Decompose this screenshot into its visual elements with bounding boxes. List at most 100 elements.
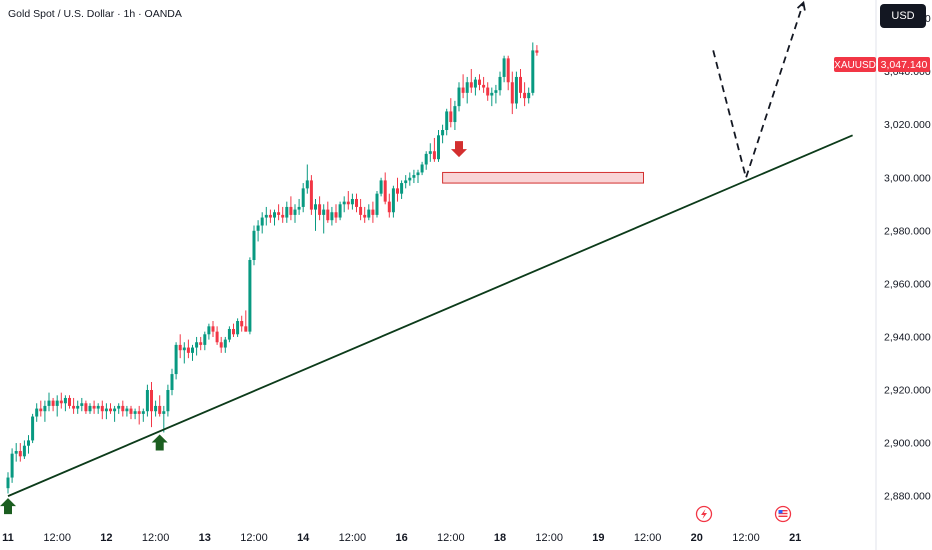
price-tag-symbol: XAUUSD: [834, 60, 876, 71]
candle: [27, 435, 30, 454]
candle: [195, 336, 199, 356]
candle: [494, 84, 498, 104]
candle: [232, 323, 235, 337]
candle: [158, 395, 162, 417]
candle: [72, 397, 76, 414]
price-tag-symbol-bg: [834, 57, 876, 72]
candle: [59, 392, 63, 409]
candle: [383, 172, 387, 205]
candle: [396, 177, 399, 202]
candle: [84, 400, 88, 414]
candle: [264, 206, 268, 226]
projection-arrowhead: [796, 0, 806, 11]
candle: [145, 384, 149, 417]
support-zone[interactable]: [442, 171, 644, 184]
candle: [330, 206, 334, 226]
candle: [297, 198, 301, 215]
candle: [170, 368, 174, 396]
candle: [178, 334, 182, 359]
time-axis-tick: 20: [691, 532, 703, 544]
candle: [10, 448, 14, 483]
candle: [498, 71, 502, 96]
candle: [416, 169, 420, 184]
candle: [334, 204, 338, 223]
currency-button[interactable]: USD: [880, 4, 926, 28]
candle: [424, 151, 428, 170]
candle: [39, 400, 43, 417]
candle: [281, 206, 285, 223]
time-axis-tick: 12:00: [339, 532, 367, 544]
candle: [248, 257, 252, 335]
time-axis[interactable]: 11 12:00 12 12:00 13 12:00 14 12:00 16 12:00 18 12:…: [2, 532, 801, 544]
candle: [191, 344, 194, 361]
candle: [531, 42, 535, 96]
candle: [207, 323, 211, 340]
candle: [129, 405, 133, 420]
candle: [453, 100, 457, 130]
candle: [338, 201, 342, 221]
candle: [523, 82, 527, 107]
candle: [473, 76, 477, 96]
candle: [469, 68, 473, 93]
us-flag-event-icon[interactable]: [774, 505, 792, 523]
candle: [63, 395, 67, 412]
candle: [80, 397, 84, 412]
candle: [355, 193, 358, 213]
candle: [137, 405, 141, 425]
candle: [51, 397, 55, 412]
drawings-layer: [0, 0, 853, 515]
candle: [404, 175, 408, 189]
candle: [174, 342, 178, 380]
price-axis-tick: 2,920.000: [884, 385, 931, 397]
candle: [441, 124, 445, 144]
candle: [514, 71, 518, 109]
time-axis-tick: 14: [297, 532, 310, 544]
candle: [47, 392, 51, 412]
candle: [412, 169, 416, 184]
time-axis-tick: 21: [789, 532, 801, 544]
time-axis-tick: 16: [395, 532, 407, 544]
candle: [92, 400, 96, 414]
price-axis-tick: 2,980.000: [884, 225, 931, 237]
candle: [527, 87, 531, 104]
candle: [391, 185, 395, 218]
candle: [240, 315, 244, 332]
chart-title: Gold Spot / U.S. Dollar · 1h · OANDA: [8, 8, 182, 20]
candle: [309, 175, 313, 215]
candle: [166, 384, 170, 417]
candle: [314, 198, 317, 231]
candle: [293, 204, 297, 223]
flash-event-icon[interactable]: [695, 505, 713, 523]
candle: [363, 206, 367, 223]
candle: [260, 212, 264, 234]
candle: [273, 209, 276, 226]
trendline[interactable]: [7, 134, 853, 497]
candle: [408, 172, 412, 186]
candle: [244, 310, 248, 332]
candle: [350, 193, 354, 210]
candle: [371, 201, 375, 223]
candle: [182, 342, 186, 364]
candle: [14, 443, 18, 462]
price-axis[interactable]: 3,060.0003,040.0003,020.0003,000.0002,98…: [884, 13, 931, 503]
candle: [154, 400, 158, 417]
candle: [506, 55, 510, 91]
price-axis-tick: 3,020.000: [884, 119, 931, 131]
candle: [519, 68, 522, 99]
sell-arrow-icon: [451, 141, 467, 158]
time-axis-tick: 19: [592, 532, 604, 544]
time-axis-tick: 12: [100, 532, 112, 544]
projection-path[interactable]: [712, 2, 805, 181]
candle: [141, 408, 145, 422]
candle: [22, 440, 26, 459]
time-axis-tick: 12:00: [437, 532, 465, 544]
time-axis-tick: 18: [494, 532, 506, 544]
candle: [465, 76, 469, 104]
price-tag-value: 3,047.140: [881, 59, 928, 71]
candle: [31, 413, 35, 444]
candle: [18, 443, 22, 462]
candle: [437, 130, 440, 162]
candle: [285, 201, 289, 223]
candle: [449, 98, 453, 128]
